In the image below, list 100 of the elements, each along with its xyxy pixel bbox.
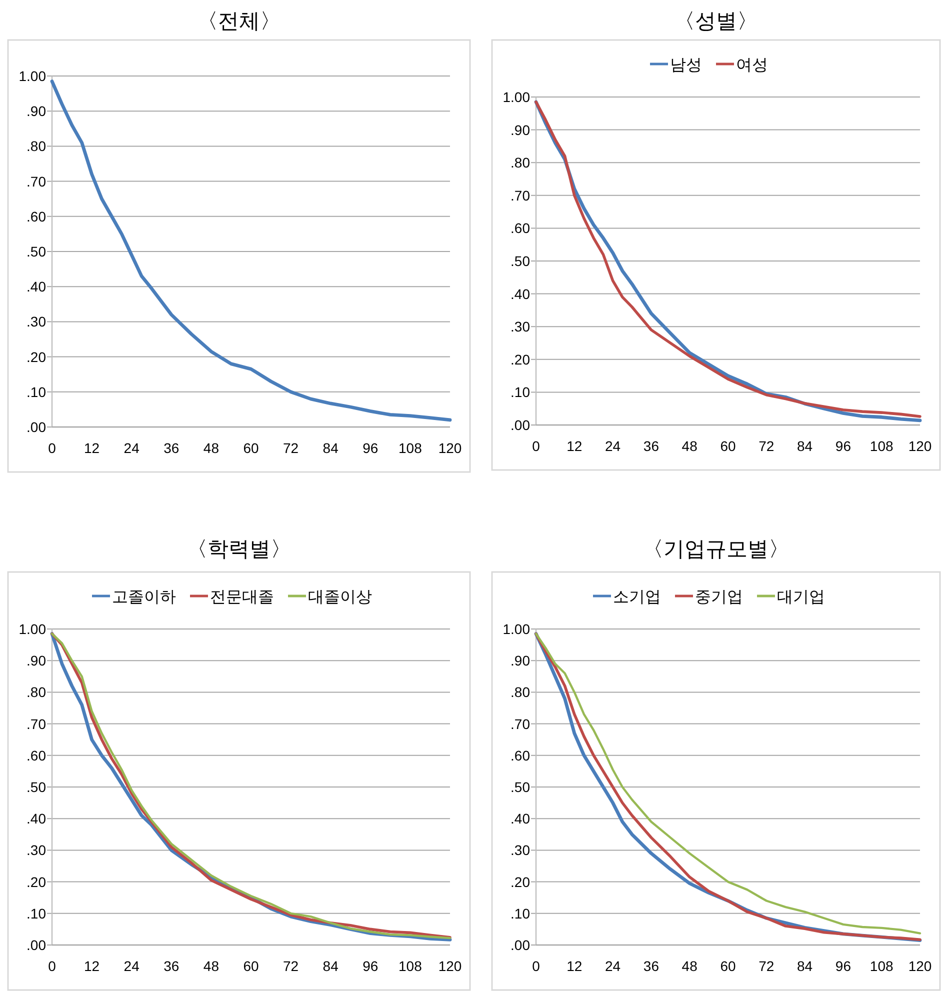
y-tick-label: .60 — [26, 747, 46, 764]
legend-label: 소기업 — [613, 589, 661, 606]
x-tick-label: 72 — [758, 958, 774, 974]
x-tick-label: 120 — [908, 958, 932, 974]
x-tick-label: 12 — [84, 440, 100, 456]
y-tick-label: .60 — [510, 747, 530, 764]
y-tick-label: .00 — [510, 937, 530, 953]
chart-title: 〈성별〉 — [674, 10, 758, 33]
x-tick-label: 120 — [438, 958, 462, 974]
y-tick-label: .80 — [26, 684, 46, 700]
y-tick-label: .00 — [26, 419, 46, 435]
x-tick-label: 72 — [283, 440, 299, 456]
y-tick-label: .50 — [26, 779, 46, 795]
y-tick-label: .70 — [510, 187, 530, 204]
x-tick-label: 48 — [203, 440, 220, 456]
x-tick-label: 12 — [566, 958, 582, 974]
x-tick-label: 84 — [797, 958, 813, 974]
x-tick-label: 72 — [758, 438, 774, 454]
x-tick-label: 24 — [605, 958, 621, 974]
legend-label: 대기업 — [777, 589, 825, 606]
y-tick-label: .10 — [510, 384, 530, 400]
y-tick-label: .30 — [510, 318, 530, 335]
x-tick-label: 72 — [283, 958, 299, 974]
x-tick-label: 120 — [908, 438, 932, 454]
y-tick-label: .50 — [510, 253, 530, 269]
x-tick-label: 0 — [48, 440, 56, 456]
x-tick-label: 36 — [164, 440, 180, 456]
x-tick-label: 12 — [566, 438, 582, 454]
y-tick-label: 1.00 — [18, 68, 46, 84]
y-tick-label: .40 — [26, 810, 46, 827]
x-tick-label: 12 — [84, 958, 100, 974]
x-tick-label: 96 — [362, 958, 378, 974]
y-tick-label: .30 — [26, 842, 46, 858]
legend-label: 중기업 — [695, 589, 743, 606]
y-tick-label: .40 — [510, 810, 530, 827]
x-tick-label: 48 — [682, 958, 698, 974]
y-tick-label: .20 — [26, 348, 46, 365]
y-tick-label: .90 — [26, 103, 46, 120]
x-tick-label: 84 — [322, 440, 339, 456]
x-tick-label: 0 — [532, 438, 540, 454]
y-tick-label: .00 — [26, 937, 46, 953]
y-tick-label: .10 — [510, 905, 530, 922]
x-tick-label: 108 — [870, 438, 894, 454]
y-tick-label: .80 — [510, 154, 530, 171]
x-tick-label: 96 — [362, 440, 378, 456]
x-tick-label: 120 — [438, 440, 462, 456]
x-tick-label: 48 — [682, 438, 698, 454]
legend-label: 대졸이상 — [308, 589, 372, 606]
legend-label: 전문대졸 — [210, 589, 274, 606]
y-tick-label: 1.00 — [502, 89, 530, 105]
y-tick-label: .20 — [510, 351, 530, 368]
x-tick-label: 36 — [164, 958, 180, 974]
chart-title: 〈기업규모별〉 — [642, 538, 790, 561]
legend-label: 고졸이하 — [112, 589, 176, 606]
legend-label: 남성 — [670, 57, 702, 74]
legend-label: 여성 — [736, 57, 768, 74]
x-tick-label: 36 — [643, 438, 660, 454]
x-tick-label: 36 — [643, 958, 660, 974]
y-tick-label: .40 — [510, 286, 530, 302]
x-tick-label: 0 — [48, 958, 56, 974]
line-series — [50, 80, 452, 422]
x-tick-label: 96 — [835, 438, 852, 454]
y-tick-label: .50 — [510, 779, 530, 795]
y-tick-label: .20 — [26, 874, 46, 890]
x-tick-label: 60 — [243, 440, 259, 456]
y-tick-label: .70 — [510, 716, 530, 732]
y-tick-label: .40 — [26, 278, 46, 295]
x-tick-label: 0 — [532, 958, 540, 974]
x-tick-label: 84 — [797, 438, 813, 454]
y-tick-label: .30 — [26, 314, 46, 330]
x-tick-label: 60 — [720, 958, 736, 974]
x-tick-label: 60 — [243, 958, 259, 974]
x-tick-label: 24 — [124, 958, 140, 974]
y-tick-label: .10 — [26, 905, 46, 922]
x-tick-label: 108 — [398, 440, 422, 456]
chart-title: 〈전체〉 — [197, 10, 281, 33]
x-tick-label: 48 — [203, 958, 220, 974]
x-tick-label: 24 — [605, 438, 621, 454]
x-tick-label: 60 — [720, 438, 736, 454]
y-tick-label: 1.00 — [18, 621, 46, 637]
y-tick-label: .20 — [510, 874, 530, 890]
y-tick-label: .70 — [26, 173, 46, 190]
y-tick-label: .50 — [26, 244, 46, 260]
y-tick-label: 1.00 — [502, 621, 530, 637]
x-tick-label: 96 — [835, 958, 852, 974]
y-tick-label: .80 — [26, 138, 46, 154]
chart-title: 〈학력별〉 — [186, 538, 292, 561]
x-tick-label: 24 — [124, 440, 140, 456]
y-tick-label: .10 — [26, 384, 46, 400]
x-tick-label: 108 — [398, 958, 422, 974]
y-tick-label: .30 — [510, 842, 530, 858]
y-tick-label: .90 — [26, 652, 46, 669]
y-tick-label: .70 — [26, 716, 46, 732]
y-tick-label: .90 — [510, 122, 530, 138]
x-tick-label: 108 — [870, 958, 894, 974]
y-tick-label: .60 — [26, 208, 46, 224]
y-tick-label: .90 — [510, 652, 530, 669]
y-tick-label: .00 — [510, 417, 530, 433]
x-tick-label: 84 — [322, 958, 339, 974]
y-tick-label: .60 — [510, 220, 530, 236]
